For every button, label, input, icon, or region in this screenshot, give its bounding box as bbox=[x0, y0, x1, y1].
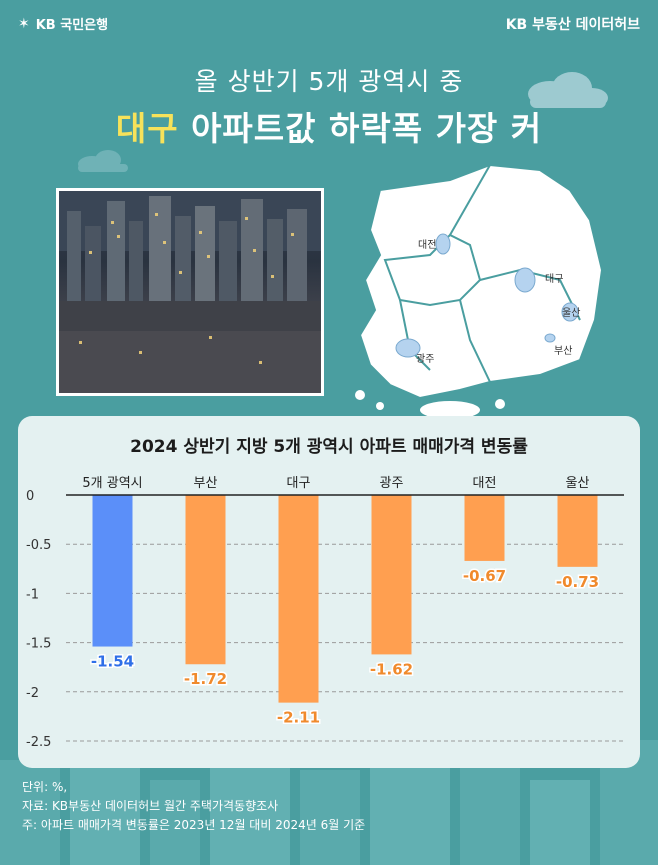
y-tick-label: 0 bbox=[26, 489, 34, 504]
bar bbox=[464, 495, 505, 561]
bar bbox=[185, 495, 226, 665]
map-label-busan: 부산 bbox=[554, 346, 573, 357]
y-tick-label: -1 bbox=[26, 587, 39, 602]
bar bbox=[92, 495, 133, 647]
brand-right-text: KB 부동산 데이터허브 bbox=[505, 17, 640, 33]
top-bar: ✶ KB 국민은행 KB 부동산 데이터허브 bbox=[0, 0, 658, 46]
headline-line2: 대구 아파트값 하락폭 가장 커 bbox=[0, 102, 658, 150]
map-label-daegu: 대구 bbox=[545, 274, 564, 285]
map-label-ulsan: 울산 bbox=[562, 308, 581, 319]
y-tick-label: -0.5 bbox=[26, 538, 51, 553]
map-label-daejeon: 대전 bbox=[418, 240, 437, 251]
bar-chart: 0 -0.5 -1 -1.5 -2 -2.5 5개 광역시 -1.54 부산 -1.72 대구 -2.… bbox=[26, 476, 624, 750]
y-tick-label: -2 bbox=[26, 686, 39, 701]
headline-rest: 아파트값 하락폭 가장 커 bbox=[178, 109, 543, 148]
kb-star-icon: ✶ bbox=[18, 15, 30, 32]
category-label: 대전 bbox=[473, 476, 497, 491]
value-label: -1.62 bbox=[370, 660, 413, 678]
chart-card: 2024 상반기 지방 5개 광역시 아파트 매매가격 변동률 0 -0.5 -1 -… bbox=[18, 416, 640, 768]
city-skyline-graphic bbox=[59, 191, 321, 393]
category-label: 울산 bbox=[566, 476, 590, 491]
cloud-icon bbox=[78, 150, 128, 172]
y-tick-label: -1.5 bbox=[26, 637, 51, 652]
footer-source: 자료: KB부동산 데이터허브 월간 주택가격동향조사 bbox=[22, 799, 279, 813]
footer-unit: 단위: %, bbox=[22, 780, 68, 794]
kb-bank-logo: ✶ KB 국민은행 bbox=[18, 14, 109, 34]
value-label: -2.11 bbox=[277, 709, 320, 727]
category-label: 광주 bbox=[380, 476, 404, 491]
category-label: 5개 광역시 bbox=[82, 476, 142, 491]
headline-highlight: 대구 bbox=[115, 109, 179, 148]
headline-line1: 올 상반기 5개 광역시 중 bbox=[194, 67, 464, 96]
cloud-icon bbox=[528, 72, 608, 108]
value-label: -0.73 bbox=[556, 573, 599, 591]
value-label: -0.67 bbox=[463, 567, 506, 585]
footer: 단위: %, 자료: KB부동산 데이터허브 월간 주택가격동향조사 주: 아파… bbox=[22, 778, 365, 835]
map-label-gwangju: 광주 bbox=[416, 354, 435, 365]
bar bbox=[557, 495, 598, 567]
value-label: -1.72 bbox=[184, 670, 227, 688]
category-label: 부산 bbox=[194, 476, 218, 491]
y-tick-label: -2.5 bbox=[26, 735, 51, 750]
brand-left-text: KB 국민은행 bbox=[35, 18, 109, 33]
bar bbox=[278, 495, 319, 703]
chart-title: 2024 상반기 지방 5개 광역시 아파트 매매가격 변동률 bbox=[130, 437, 528, 457]
korea-map-graphic bbox=[355, 163, 604, 419]
city-apartments-photo bbox=[56, 188, 324, 396]
korea-map: 대전 대구 울산 부산 광주 bbox=[340, 160, 640, 420]
category-label: 대구 bbox=[287, 476, 311, 491]
footer-note: 주: 아파트 매매가격 변동률은 2023년 12월 대비 2024년 6월 기… bbox=[22, 818, 366, 832]
bar bbox=[371, 495, 412, 655]
value-label: -1.54 bbox=[91, 653, 134, 671]
